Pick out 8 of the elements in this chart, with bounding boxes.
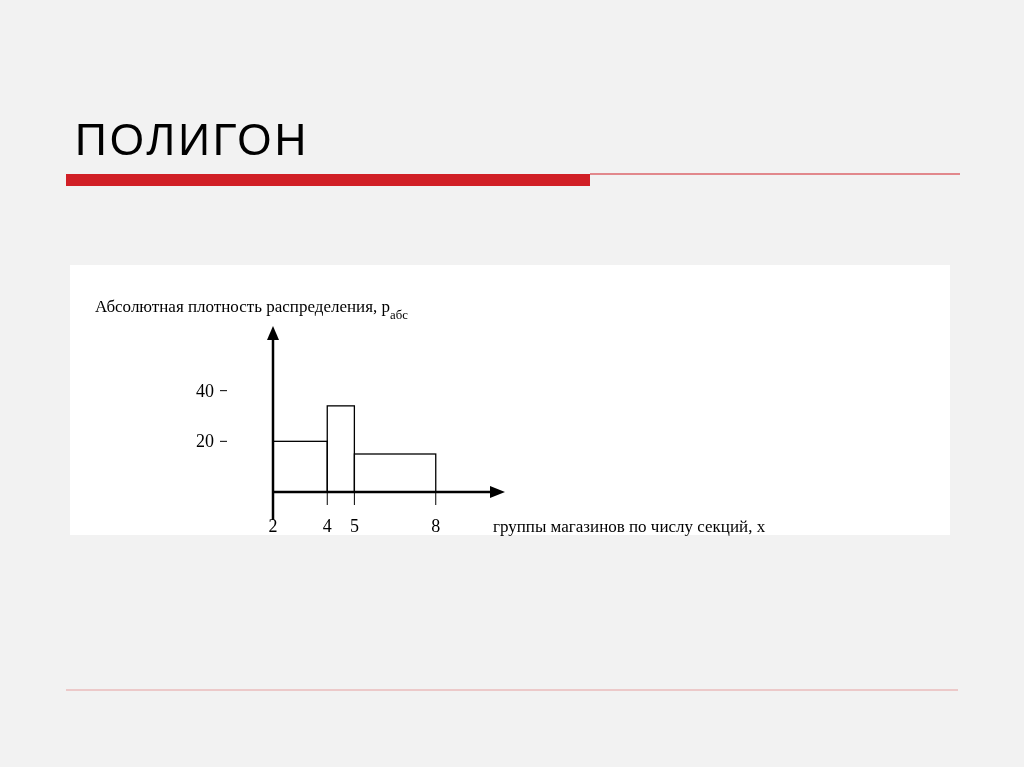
y-tick-label: 20 [196, 431, 214, 452]
x-tick-label: 5 [349, 516, 359, 536]
x-axis-title: группы магазинов по числу секций, x [493, 517, 766, 536]
y-axis-title: Абсолютная плотность распределения, p$_{абс}$ [95, 297, 409, 322]
x-tick-label: 8 [431, 516, 441, 536]
x-tick-label: 4 [322, 516, 332, 536]
chart-title: ПОЛИГОН [75, 115, 310, 164]
y-tick-label: 40 [196, 380, 214, 401]
